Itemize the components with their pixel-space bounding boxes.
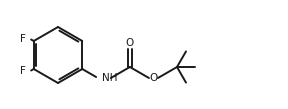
- Text: F: F: [20, 66, 26, 77]
- Text: O: O: [150, 73, 158, 83]
- Text: NH: NH: [102, 73, 117, 83]
- Text: F: F: [20, 33, 26, 43]
- Text: O: O: [126, 38, 134, 48]
